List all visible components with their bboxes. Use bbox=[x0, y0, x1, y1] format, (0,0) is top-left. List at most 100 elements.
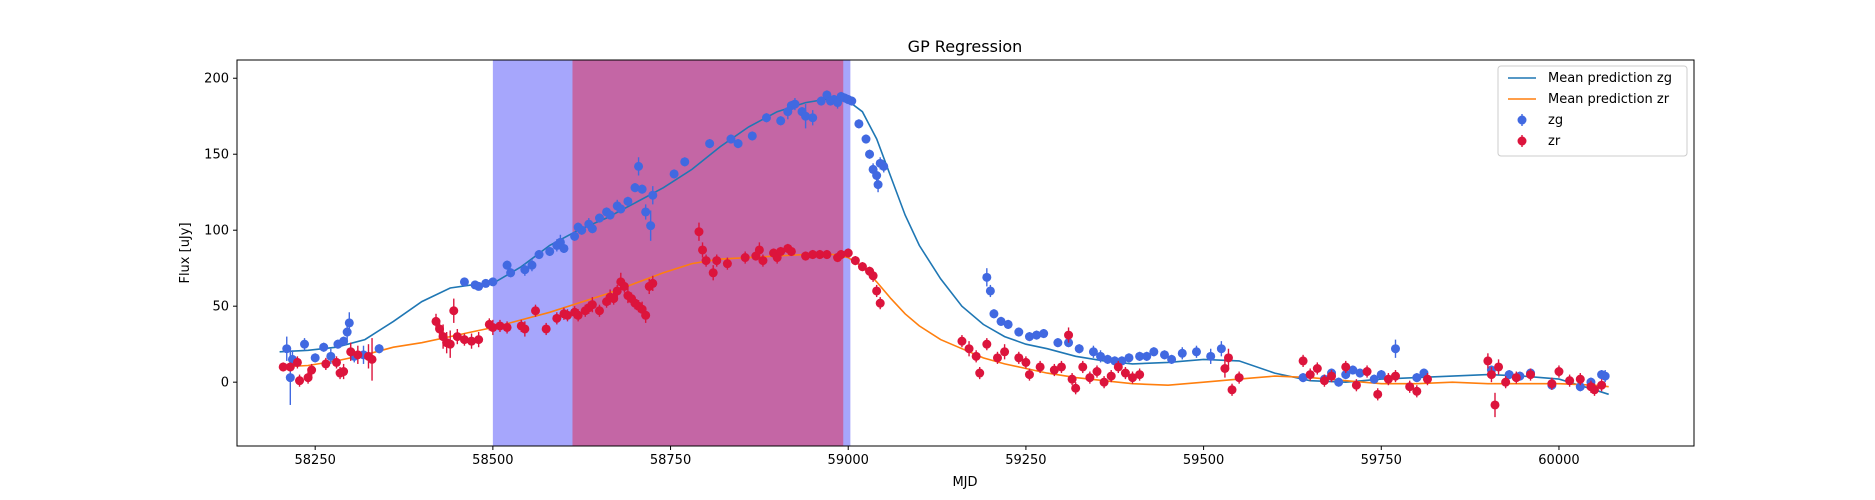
point-marker bbox=[1216, 344, 1226, 354]
data-point bbox=[619, 280, 629, 293]
point-marker bbox=[1096, 351, 1106, 361]
point-marker bbox=[705, 139, 715, 149]
data-point bbox=[339, 336, 349, 346]
point-marker bbox=[1003, 319, 1013, 329]
data-point bbox=[474, 281, 484, 291]
data-point bbox=[1412, 385, 1422, 398]
point-marker bbox=[1298, 356, 1308, 366]
point-marker bbox=[754, 245, 764, 255]
data-point bbox=[594, 304, 604, 317]
point-marker bbox=[559, 243, 569, 253]
data-point bbox=[1383, 373, 1393, 386]
point-marker bbox=[481, 278, 491, 288]
data-point bbox=[1064, 327, 1074, 343]
data-point bbox=[282, 336, 292, 361]
point-marker bbox=[808, 113, 818, 123]
point-marker bbox=[319, 342, 329, 352]
point-marker bbox=[786, 246, 796, 256]
point-marker bbox=[1575, 374, 1585, 384]
data-point bbox=[1390, 339, 1400, 358]
point-marker bbox=[776, 116, 786, 126]
data-point bbox=[982, 268, 992, 287]
point-marker bbox=[1014, 353, 1024, 363]
data-point bbox=[609, 292, 619, 305]
data-point bbox=[1405, 380, 1415, 393]
data-point bbox=[520, 263, 530, 276]
data-point bbox=[502, 260, 512, 270]
data-point bbox=[982, 338, 992, 351]
data-point bbox=[754, 242, 764, 258]
data-point bbox=[1298, 354, 1308, 367]
data-point bbox=[1362, 365, 1372, 378]
point-marker bbox=[577, 225, 587, 235]
data-point bbox=[1312, 362, 1322, 375]
legend-label: zr bbox=[1548, 134, 1561, 149]
data-point bbox=[1422, 373, 1432, 386]
legend-label: Mean prediction zg bbox=[1548, 71, 1672, 86]
data-point bbox=[488, 319, 498, 336]
data-point bbox=[1113, 360, 1123, 374]
point-marker bbox=[680, 157, 690, 167]
point-marker bbox=[1412, 373, 1422, 383]
point-marker bbox=[1547, 379, 1557, 389]
data-point bbox=[964, 341, 974, 357]
x-tick-label: 60000 bbox=[1538, 453, 1579, 468]
point-marker bbox=[861, 134, 871, 144]
point-marker bbox=[1191, 347, 1201, 357]
data-point bbox=[1575, 373, 1585, 386]
data-point bbox=[669, 169, 679, 179]
data-point bbox=[1348, 365, 1358, 375]
point-marker bbox=[1039, 329, 1049, 339]
point-marker bbox=[488, 277, 498, 287]
data-point bbox=[758, 254, 768, 267]
data-point bbox=[1351, 379, 1361, 392]
data-point bbox=[552, 312, 562, 325]
point-marker bbox=[1405, 382, 1415, 392]
point-marker bbox=[996, 316, 1006, 326]
point-marker bbox=[506, 268, 516, 278]
data-point bbox=[801, 251, 811, 261]
x-tick-label: 59250 bbox=[1005, 453, 1046, 468]
point-marker bbox=[1064, 330, 1074, 340]
x-axis-ticks: 58250 58500 58750 59000 59250 59500 59750 60000 bbox=[295, 446, 1580, 468]
point-marker bbox=[326, 351, 336, 361]
point-marker bbox=[1078, 362, 1088, 372]
data-point bbox=[1078, 360, 1088, 374]
point-marker bbox=[573, 310, 583, 320]
point-marker bbox=[474, 335, 484, 345]
data-point bbox=[307, 363, 317, 377]
point-marker bbox=[594, 213, 604, 223]
point-marker bbox=[310, 353, 320, 363]
point-marker bbox=[431, 316, 441, 326]
data-point bbox=[285, 362, 295, 372]
point-marker bbox=[353, 350, 363, 360]
data-point bbox=[1327, 370, 1337, 383]
data-point bbox=[790, 97, 800, 111]
data-point bbox=[1067, 373, 1077, 386]
data-point bbox=[1412, 373, 1422, 383]
data-point bbox=[1547, 377, 1557, 390]
data-point bbox=[733, 139, 743, 149]
data-point bbox=[861, 134, 871, 144]
data-point bbox=[481, 278, 491, 288]
data-point bbox=[776, 116, 786, 126]
data-point bbox=[1096, 350, 1106, 363]
point-marker bbox=[1106, 371, 1116, 381]
point-marker bbox=[733, 139, 743, 149]
point-marker bbox=[541, 324, 551, 334]
point-marker bbox=[698, 245, 708, 255]
data-point bbox=[1341, 360, 1351, 374]
point-marker bbox=[474, 281, 484, 291]
point-marker bbox=[868, 271, 878, 281]
legend-label: zg bbox=[1548, 113, 1563, 128]
data-point bbox=[1494, 359, 1504, 375]
point-marker bbox=[1526, 370, 1536, 380]
point-marker bbox=[1227, 385, 1237, 395]
point-marker bbox=[1351, 380, 1361, 390]
point-marker bbox=[847, 96, 857, 106]
point-marker bbox=[648, 190, 658, 200]
point-marker bbox=[989, 309, 999, 319]
data-point bbox=[1334, 377, 1344, 387]
point-marker bbox=[1600, 371, 1610, 381]
